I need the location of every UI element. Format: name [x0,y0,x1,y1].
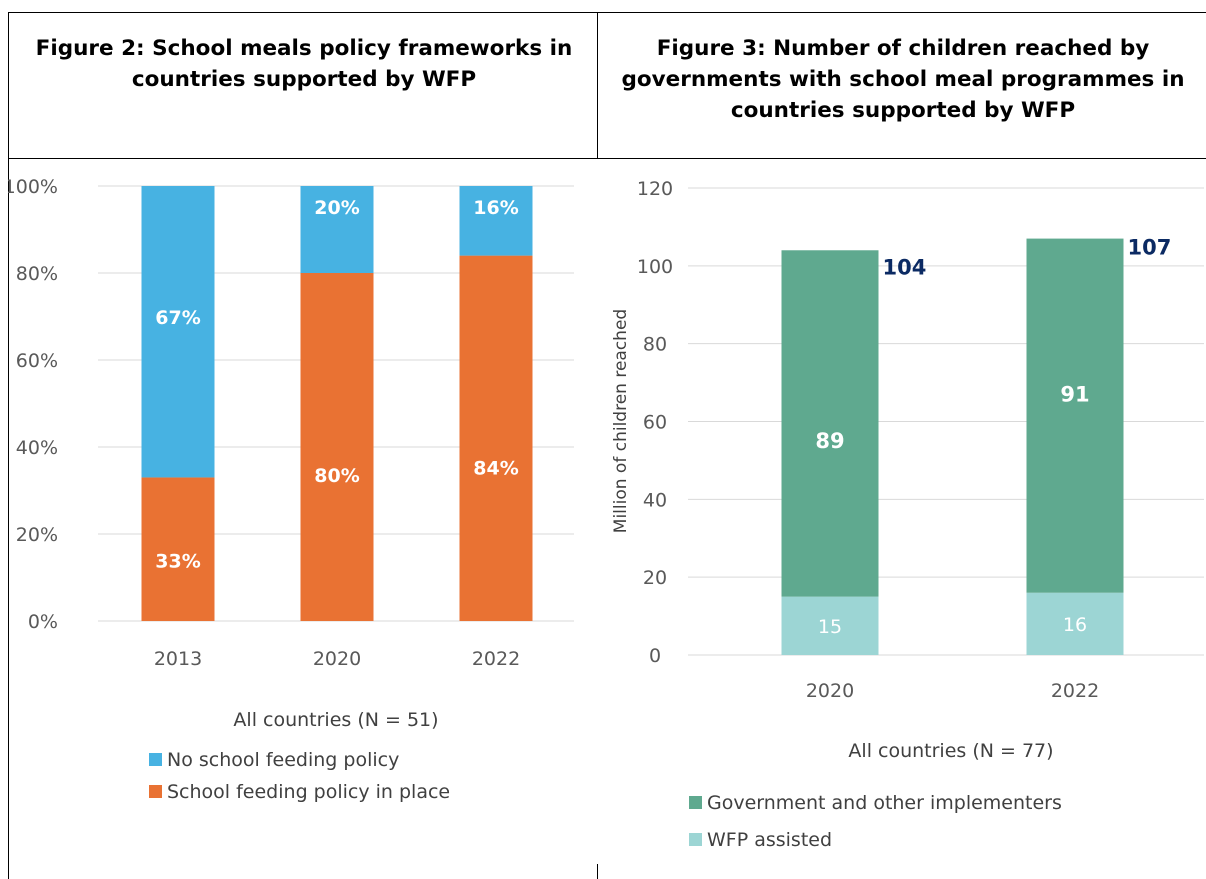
bar-segment [459,186,533,256]
data-label: 16% [473,197,518,219]
x-tick-label: 2022 [1051,680,1099,702]
y-tick-label: 60 [643,412,667,434]
legend-label: Government and other implementers [707,792,1062,814]
bar-segment [459,255,533,621]
x-tick-label: 2013 [154,648,202,670]
x-tick-label: 2020 [313,648,361,670]
data-label: 33% [155,551,200,573]
y-tick-label: 40% [16,437,58,459]
x-tick-label: 2022 [472,648,520,670]
legend-swatch [689,796,702,809]
y-tick-label: 40 [643,489,667,511]
frame-header-divider [8,158,1206,159]
data-label: 89 [815,429,844,453]
figure-3-title: Figure 3: Number of children reached by … [621,36,1185,123]
legend-label: No school feeding policy [167,749,399,771]
y-tick-label: 0 [649,645,661,667]
bar-segment [781,596,879,655]
bar-segment [141,477,215,621]
bar-segment [1026,592,1124,655]
x-axis-title: All countries (N = 51) [233,709,438,731]
y-tick-label: 80% [16,263,58,285]
data-label: 20% [314,197,359,219]
y-tick-label: 20% [16,524,58,546]
frame-middle-border [597,12,598,159]
legend-swatch [149,785,162,798]
figure-2-title: Figure 2: School meals policy frameworks… [35,36,573,92]
bar-segment [300,186,374,273]
bar-segment [781,250,879,597]
legend-label: School feeding policy in place [167,781,450,803]
y-tick-label: 80 [643,334,667,356]
legend-swatch [149,753,162,766]
x-axis-title: All countries (N = 77) [848,740,1053,762]
data-label: 16 [1063,614,1087,636]
y-axis-title: Million of children reached [611,309,631,533]
total-label: 107 [1128,236,1172,260]
legend-swatch [689,833,702,846]
y-tick-label: 0% [28,611,58,633]
frame-left-border [8,12,9,879]
y-tick-label: 100 [637,256,673,278]
y-tick-label: 120 [637,178,673,200]
figure-3-chart: 0 20 40 60 80 100 120 Million of children reach… [611,178,1204,851]
data-label: 91 [1060,382,1089,406]
frame-top-border [8,12,1206,13]
bar-segment [1026,238,1124,593]
figure-2-chart: 0% 20% 40% 60% 80% 100% 33% 67% 2013 80% 20% 2020 84… [8,176,574,803]
data-label: 15 [818,616,842,638]
frame-middle-border-bottom [597,864,598,879]
x-tick-label: 2020 [806,680,854,702]
legend-label: WFP assisted [707,829,832,851]
y-tick-label: 20 [643,567,667,589]
bar-segment [300,273,374,621]
data-label: 84% [473,458,518,480]
y-tick-label: 100% [8,176,58,198]
total-label: 104 [883,255,927,279]
bar-segment [141,186,215,478]
data-label: 67% [155,307,200,329]
data-label: 80% [314,465,359,487]
y-tick-label: 60% [16,350,58,372]
